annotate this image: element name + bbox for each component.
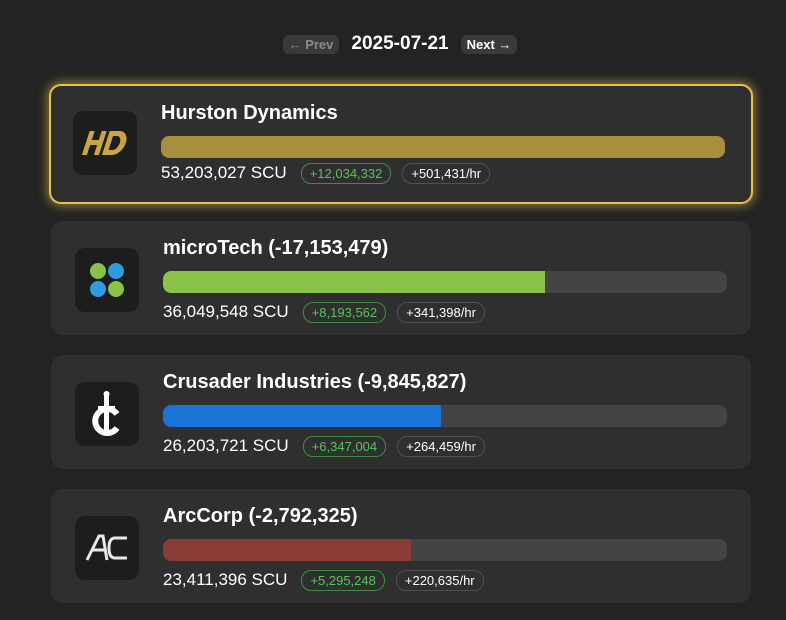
rate-badge: +264,459/hr [397, 435, 485, 457]
scu-value: 36,049,548 SCU [163, 302, 289, 321]
microtech-logo-icon [75, 248, 139, 312]
corp-stats: 36,049,548 SCU +8,193,562 +341,398/hr [163, 301, 485, 323]
gain-badge: +12,034,332 [300, 162, 392, 184]
progress-fill [163, 405, 442, 427]
progress-bar [163, 271, 727, 293]
date-navigation: ← Prev 2025-07-21 Next → [0, 33, 786, 55]
corp-card-crusader: Crusader Industries (-9,845,827) 26,203,… [51, 355, 751, 469]
scu-value: 53,203,027 SCU [161, 163, 287, 182]
corp-stats: 26,203,721 SCU +6,347,004 +264,459/hr [163, 435, 485, 457]
corp-name: microTech (-17,153,479) [163, 237, 389, 259]
prev-button[interactable]: ← Prev [282, 34, 340, 54]
corp-name: Hurston Dynamics [161, 102, 338, 124]
progress-fill [161, 136, 725, 158]
rate-badge: +220,635/hr [395, 569, 484, 591]
gain-badge: +8,193,562 [302, 301, 387, 323]
corp-name: Crusader Industries (-9,845,827) [163, 371, 467, 393]
rate-badge: +341,398/hr [397, 301, 485, 323]
corp-stats: 23,411,396 SCU +5,295,248 +220,635/hr [163, 569, 484, 591]
gain-badge: +5,295,248 [301, 569, 385, 591]
hurston-logo-icon [73, 111, 137, 175]
crusader-logo-icon [75, 382, 139, 446]
scu-value: 26,203,721 SCU [163, 436, 289, 455]
next-button[interactable]: Next → [460, 34, 518, 54]
scu-value: 23,411,396 SCU [163, 570, 288, 589]
progress-bar [163, 405, 727, 427]
progress-bar [163, 539, 727, 561]
corp-card-arccorp: ArcCorp (-2,792,325) 23,411,396 SCU +5,2… [51, 489, 751, 603]
corp-card-hurston: Hurston Dynamics 53,203,027 SCU +12,034,… [49, 84, 753, 204]
progress-fill [163, 271, 546, 293]
arccorp-logo-icon [75, 516, 139, 580]
progress-bar [161, 136, 725, 158]
corp-card-microtech: microTech (-17,153,479) 36,049,548 SCU +… [51, 221, 751, 335]
corp-name: ArcCorp (-2,792,325) [163, 505, 358, 527]
rate-badge: +501,431/hr [402, 162, 491, 184]
gain-badge: +6,347,004 [302, 435, 387, 457]
current-date: 2025-07-21 [351, 33, 449, 54]
corp-stats: 53,203,027 SCU +12,034,332 +501,431/hr [161, 162, 491, 184]
progress-fill [163, 539, 412, 561]
